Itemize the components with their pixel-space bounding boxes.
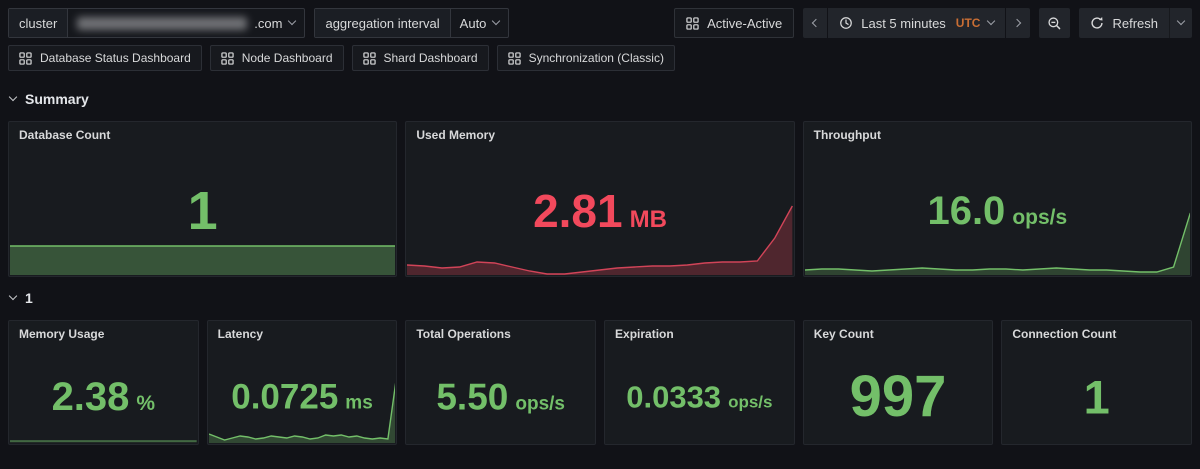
stats-panel-row: Memory Usage 2.38% Latency 0.0725 ms Tota… xyxy=(8,320,1193,445)
chevron-right-icon xyxy=(1013,18,1022,28)
panel-title[interactable]: Memory Usage xyxy=(19,327,105,341)
apps-icon xyxy=(686,16,699,30)
panel-throughput: Throughput 16.0 ops/s xyxy=(802,121,1192,277)
link-label: Synchronization (Classic) xyxy=(528,51,664,65)
zoom-out-icon xyxy=(1048,16,1061,29)
stat-value: 2.38% xyxy=(51,375,156,420)
link-label: Node Dashboard xyxy=(241,51,333,65)
refresh-button[interactable]: Refresh xyxy=(1079,8,1170,38)
refresh-label: Refresh xyxy=(1112,15,1158,31)
clock-icon xyxy=(840,17,853,29)
cluster-variable: cluster .com xyxy=(8,8,306,38)
apps-icon xyxy=(362,51,376,65)
panel-database-count: Database Count 1 xyxy=(8,121,398,277)
panel-title[interactable]: Used Memory xyxy=(416,128,496,142)
aggregation-interval-label: aggregation interval xyxy=(315,9,451,37)
apps-icon xyxy=(221,51,234,65)
link-label: Database Status Dashboard xyxy=(40,51,191,65)
time-range-picker-button[interactable]: Last 5 minutes UTC xyxy=(828,8,1006,38)
sparkline xyxy=(804,211,1190,275)
link-synchronization-classic[interactable]: Synchronization (Classic) xyxy=(496,45,675,71)
chevron-down-icon xyxy=(8,291,18,301)
link-node-dashboard[interactable]: Node Dashboard xyxy=(209,45,344,71)
stat-value: 2.81 MB xyxy=(533,185,667,238)
time-shift-forward-button[interactable] xyxy=(1006,8,1031,38)
panel-title[interactable]: Key Count xyxy=(813,327,874,341)
chevron-down-icon xyxy=(492,16,501,26)
toolbar-variables: cluster .com aggregation interval Auto xyxy=(8,8,510,38)
chevron-down-icon xyxy=(8,92,18,102)
link-shard-dashboard[interactable]: Shard Dashboard xyxy=(351,45,489,71)
section-title: 1 xyxy=(25,290,33,306)
chevron-left-icon xyxy=(812,18,821,28)
toolbar-time-controls: Active-Active Last 5 minutes UTC xyxy=(674,8,1192,38)
section-header-1[interactable]: 1 xyxy=(8,290,33,306)
panel-connection-count: Connection Count 1 xyxy=(1001,320,1193,445)
stat-value: 997 xyxy=(849,364,947,430)
stat-value: 0.0725 ms xyxy=(231,377,373,417)
time-zoom-out-button[interactable] xyxy=(1039,8,1071,38)
panel-memory-usage: Memory Usage 2.38% xyxy=(8,320,199,445)
dashboard-links: Database Status Dashboard Node Dashboard… xyxy=(8,45,675,71)
panel-total-operations: Total Operations 5.50 ops/s xyxy=(405,320,597,445)
panel-title[interactable]: Latency xyxy=(217,327,264,341)
cluster-value-redacted xyxy=(77,16,248,30)
stat-value: 0.0333 ops/s xyxy=(626,379,773,415)
sparkline xyxy=(10,244,396,275)
panel-title[interactable]: Connection Count xyxy=(1012,327,1117,341)
chevron-down-icon xyxy=(1176,16,1186,26)
sparkline xyxy=(10,435,197,443)
apps-icon xyxy=(19,51,32,65)
stat-value: 1 xyxy=(187,181,218,242)
panel-key-count: Key Count 997 xyxy=(802,320,994,445)
stat-value: 16.0 ops/s xyxy=(927,189,1068,234)
section-title: Summary xyxy=(25,91,89,107)
panel-title[interactable]: Throughput xyxy=(813,128,881,142)
time-range-group: Last 5 minutes UTC xyxy=(803,8,1031,38)
sparkline xyxy=(407,205,793,275)
stat-value: 5.50 ops/s xyxy=(436,376,565,418)
refresh-icon xyxy=(1091,16,1104,29)
panel-expiration: Expiration 0.0333 ops/s xyxy=(604,320,795,445)
chevron-down-icon xyxy=(288,16,297,26)
apps-icon xyxy=(507,51,521,65)
cluster-variable-label: cluster xyxy=(9,9,69,37)
refresh-interval-dropdown[interactable] xyxy=(1170,8,1192,38)
cluster-value-suffix: .com xyxy=(254,15,283,31)
section-header-summary[interactable]: Summary xyxy=(8,91,89,107)
panel-title[interactable]: Total Operations xyxy=(416,327,511,341)
summary-panel-row: Database Count 1 Used Memory 2.81 MB Thro… xyxy=(8,121,1192,277)
panel-latency: Latency 0.0725 ms xyxy=(206,320,398,445)
panel-used-memory: Used Memory 2.81 MB xyxy=(405,121,795,277)
cluster-variable-dropdown[interactable]: .com xyxy=(68,9,304,37)
refresh-group: Refresh xyxy=(1079,8,1192,38)
time-range-label: Last 5 minutes xyxy=(861,15,946,31)
panel-title[interactable]: Database Count xyxy=(19,128,111,142)
link-database-status-dashboard[interactable]: Database Status Dashboard xyxy=(8,45,202,71)
stat-value: 1 xyxy=(1083,370,1110,424)
link-label: Shard Dashboard xyxy=(383,51,478,65)
aggregation-interval-value: Auto xyxy=(459,15,487,31)
panel-title[interactable]: Expiration xyxy=(615,327,674,341)
aggregation-interval-variable: aggregation interval Auto xyxy=(314,8,510,38)
toolbar: cluster .com aggregation interval Auto xyxy=(8,8,1192,38)
active-active-link-button[interactable]: Active-Active xyxy=(674,8,795,38)
sparkline xyxy=(208,381,396,443)
timezone-label: UTC xyxy=(955,16,981,30)
time-shift-back-button[interactable] xyxy=(803,8,828,38)
aggregation-interval-dropdown[interactable]: Auto xyxy=(451,9,509,37)
chevron-down-icon xyxy=(987,16,996,26)
active-active-label: Active-Active xyxy=(707,15,783,31)
